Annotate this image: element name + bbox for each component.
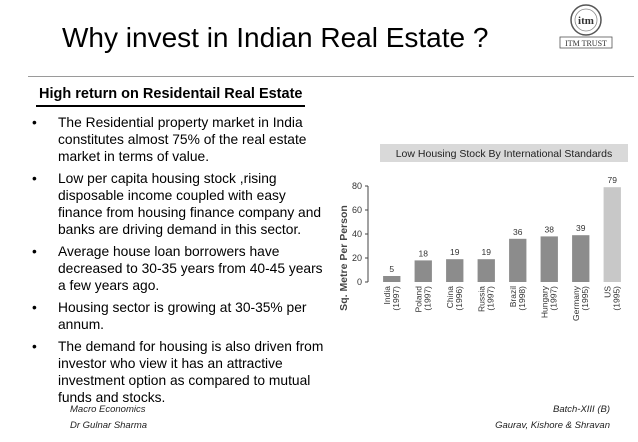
section-subtitle: High return on Residentail Real Estate bbox=[36, 86, 306, 107]
chart-title-bar bbox=[380, 144, 628, 162]
y-tick-label: 80 bbox=[352, 181, 362, 191]
logo-caption: ITM TRUST bbox=[565, 39, 607, 48]
chart-title: Low Housing Stock By International Stand… bbox=[396, 148, 613, 160]
bullet-text: The demand for housing is also driven fr… bbox=[58, 339, 324, 405]
chart-bar bbox=[540, 236, 558, 282]
bullet-glyph: • bbox=[32, 171, 37, 186]
chart-bar bbox=[509, 238, 527, 282]
logo-text: itm bbox=[578, 15, 594, 27]
category-label: India(1997) bbox=[382, 286, 401, 311]
bar-value-label: 5 bbox=[389, 264, 394, 274]
chart-bar bbox=[572, 235, 590, 282]
bar-value-label: 39 bbox=[576, 223, 586, 233]
y-tick-label: 0 bbox=[357, 277, 362, 287]
bullet-glyph: • bbox=[32, 244, 37, 259]
chart-bar bbox=[477, 259, 495, 282]
category-label: Hungary(1997) bbox=[539, 285, 558, 318]
footer-authors: Gaurav, Kishore & Shravan bbox=[495, 420, 610, 431]
bullet-glyph: • bbox=[32, 115, 37, 130]
y-tick-label: 40 bbox=[352, 229, 362, 239]
bullet-text: Low per capita housing stock ,rising dis… bbox=[58, 171, 322, 237]
category-label: Russia(1997) bbox=[476, 286, 495, 312]
bullet-item: • The Residential property market in Indi… bbox=[30, 114, 330, 165]
y-tick-label: 60 bbox=[352, 205, 362, 215]
category-label: Germany(1995) bbox=[571, 285, 590, 321]
bullet-glyph: • bbox=[32, 339, 37, 354]
title-divider bbox=[28, 76, 634, 77]
chart-y-label: Sq. Metre Per Person bbox=[338, 205, 350, 311]
footer-course: Macro Economics bbox=[70, 404, 146, 415]
bullet-glyph: • bbox=[32, 300, 37, 315]
chart-bar bbox=[446, 259, 464, 282]
category-label: Poland(1997) bbox=[413, 286, 432, 313]
category-label: Brazil(1998) bbox=[508, 286, 527, 311]
footer-instructor: Dr Gulnar Sharma bbox=[70, 420, 148, 431]
itm-trust-logo: itm ITM TRUST bbox=[559, 4, 613, 49]
bullet-item: • Housing sector is growing at 30-35% per… bbox=[30, 299, 330, 333]
footer-batch: Batch-XIII (B) bbox=[552, 404, 610, 415]
chart-bar bbox=[414, 260, 432, 282]
bar-value-label: 79 bbox=[608, 175, 618, 185]
housing-stock-chart: Low Housing Stock By International Stand… bbox=[332, 140, 632, 360]
slide-title: Why invest in Indian Real Estate ? bbox=[62, 22, 489, 53]
y-tick-label: 20 bbox=[352, 253, 362, 263]
bar-value-label: 36 bbox=[513, 227, 523, 237]
bar-value-label: 18 bbox=[419, 248, 429, 258]
bar-value-label: 19 bbox=[482, 247, 492, 257]
category-label: US(1995) bbox=[602, 286, 621, 311]
bullet-item: • The demand for housing is also driven f… bbox=[30, 338, 330, 406]
bullet-list: • The Residential property market in Indi… bbox=[30, 114, 330, 411]
category-label: China(1996) bbox=[445, 286, 464, 311]
bullet-item: • Average house loan borrowers have decre… bbox=[30, 243, 330, 294]
bullet-text: Housing sector is growing at 30-35% per … bbox=[58, 300, 307, 332]
chart-bar bbox=[603, 187, 621, 282]
bullet-item: • Low per capita housing stock ,rising di… bbox=[30, 170, 330, 238]
bar-value-label: 19 bbox=[450, 247, 460, 257]
chart-bar bbox=[383, 276, 401, 282]
bullet-text: Average house loan borrowers have decrea… bbox=[58, 244, 323, 293]
chart-svg: Low Housing Stock By International Stand… bbox=[338, 144, 628, 321]
bar-value-label: 38 bbox=[545, 224, 555, 234]
bullet-text: The Residential property market in India… bbox=[58, 115, 307, 164]
